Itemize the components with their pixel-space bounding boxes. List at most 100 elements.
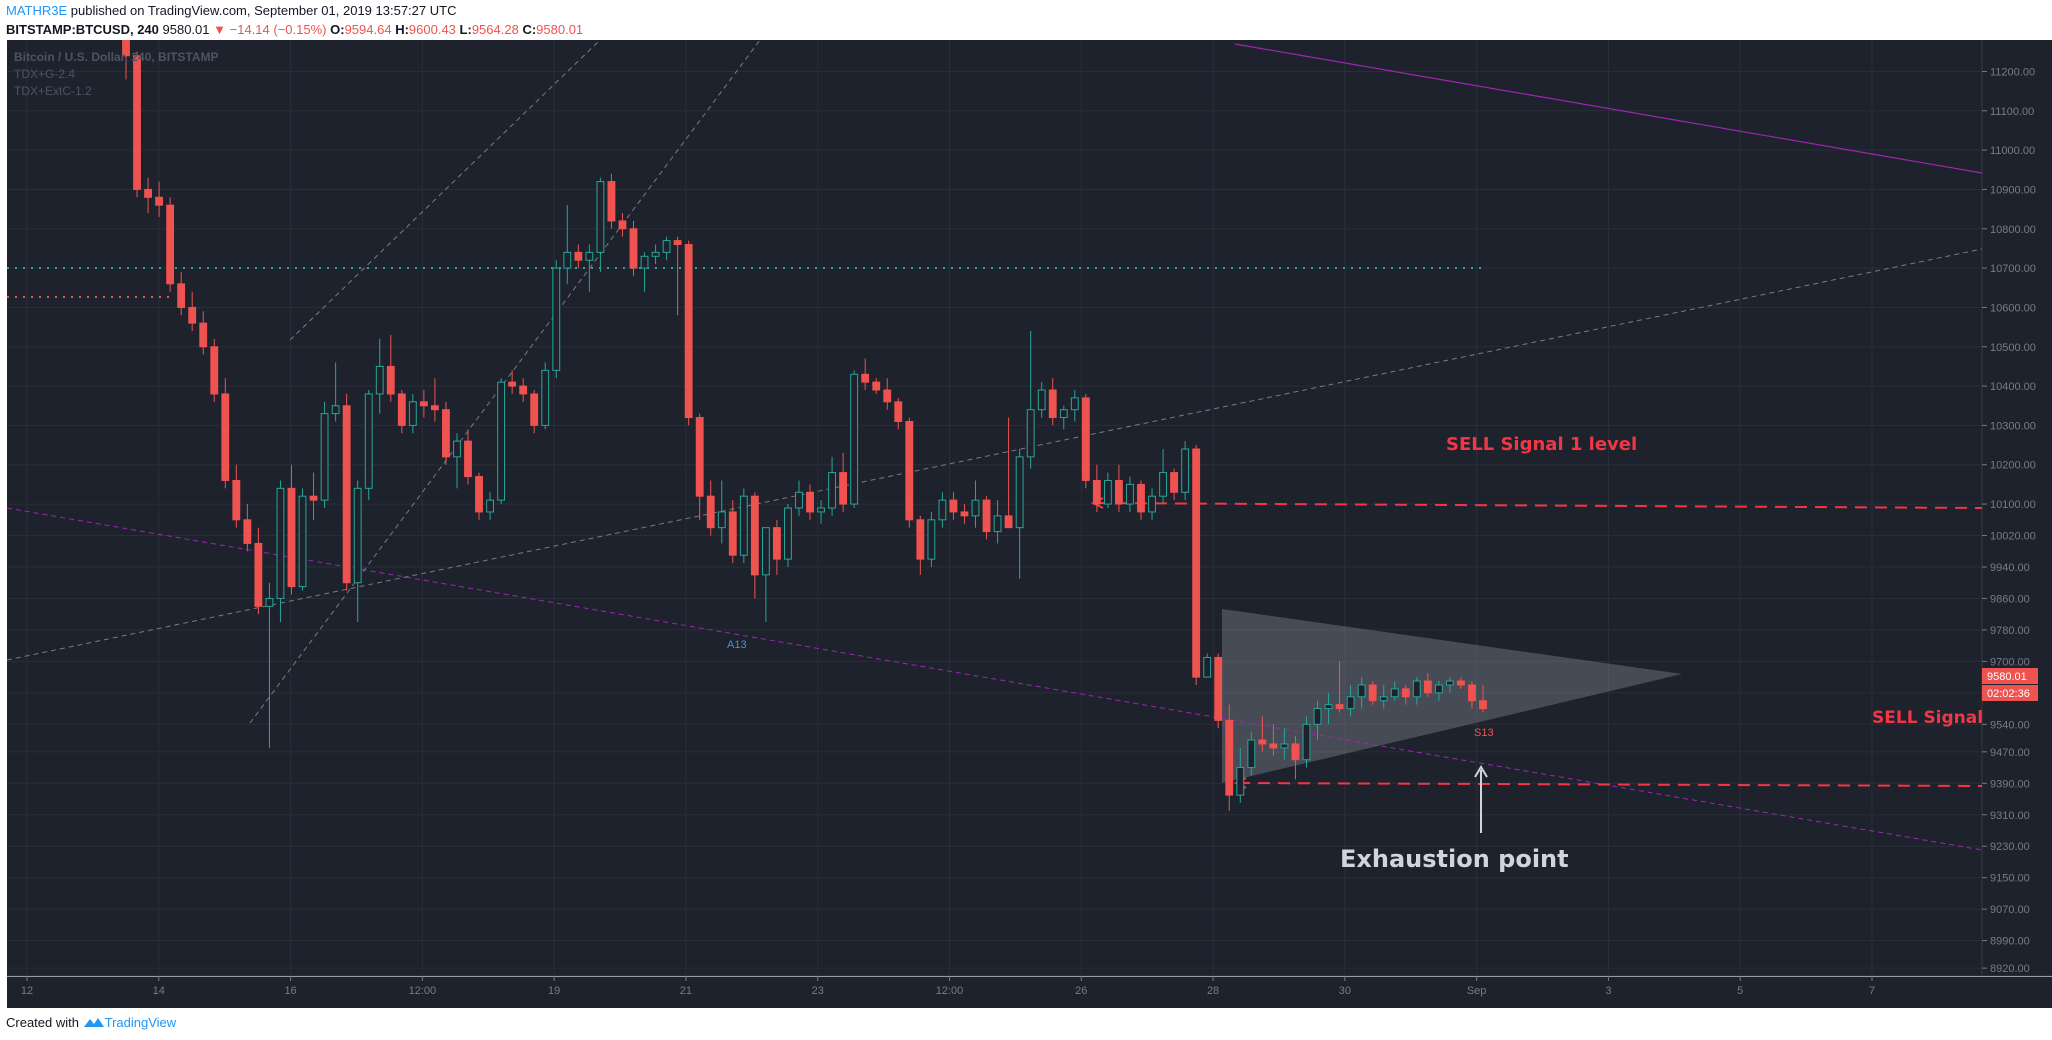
candle — [739, 488, 748, 564]
candle-body — [475, 476, 483, 513]
sell-signal-1-label[interactable]: SELL Signal 1 level — [1446, 434, 1637, 455]
candle-body — [993, 515, 1002, 533]
candle-body — [806, 491, 814, 513]
candle — [717, 480, 726, 544]
candle — [1412, 677, 1421, 705]
candle — [629, 220, 638, 276]
candle-body — [1247, 739, 1256, 769]
candle — [221, 378, 230, 489]
series-title: Bitcoin / U.S. Dollar, 240, BITSTAMP — [14, 50, 218, 64]
candle-body — [552, 267, 561, 371]
time-scale[interactable] — [7, 977, 2052, 1008]
candle-body — [155, 196, 164, 206]
author-link[interactable]: MATHR3E — [6, 3, 68, 18]
tradingview-link[interactable]: TradingView — [104, 1015, 177, 1030]
price-scale[interactable] — [1982, 40, 2052, 976]
indicator-1-label[interactable]: TDX+G-2.4 — [14, 67, 75, 81]
x-tick-label: 7 — [1869, 985, 1875, 997]
candle-body — [320, 413, 329, 501]
triangle-pattern[interactable] — [1222, 609, 1682, 783]
y-tick-label: 8990.00 — [1990, 936, 2030, 948]
candle — [1379, 684, 1388, 709]
candle — [883, 378, 892, 410]
y-tick-label: 10200.00 — [1990, 460, 2036, 472]
candle-body — [1412, 680, 1421, 698]
x-tick-label: 12:00 — [936, 985, 964, 997]
candle — [309, 472, 318, 520]
candle-body — [276, 487, 285, 599]
rising-trendline[interactable] — [6, 248, 1983, 661]
candle-body — [1181, 448, 1190, 493]
candle-body — [1159, 472, 1167, 497]
sell-signal-label[interactable]: SELL Signal — [1872, 708, 1983, 728]
candle — [1302, 716, 1311, 768]
candle — [872, 378, 881, 394]
y-tick-label: 9070.00 — [1990, 904, 2030, 916]
candle-body — [508, 381, 517, 387]
candle — [1258, 716, 1267, 752]
candle-body — [750, 495, 759, 576]
resistance-trendline[interactable] — [1234, 43, 1983, 174]
candle — [133, 51, 141, 198]
y-tick-label: 9780.00 — [1990, 625, 2030, 637]
candle — [1092, 464, 1101, 512]
candle — [1037, 382, 1046, 418]
low-label: L: — [459, 22, 472, 37]
candle-body — [1148, 495, 1156, 513]
candle — [541, 362, 550, 430]
candle-body — [331, 405, 340, 415]
candle — [618, 213, 627, 237]
candle — [839, 452, 848, 512]
x-tick-label: 21 — [680, 985, 692, 997]
symbol-label: BITSTAMP:BTCUSD, 240 — [6, 22, 159, 37]
dashed-support-trendline[interactable] — [6, 507, 1983, 851]
candle — [552, 260, 561, 379]
candle — [298, 488, 307, 591]
candle-body — [397, 393, 406, 426]
candle-body — [618, 220, 627, 230]
indicator-2-label[interactable]: TDX+ExtC-1.2 — [14, 84, 92, 98]
candle-body — [772, 527, 781, 560]
candle — [1479, 684, 1487, 713]
candle — [1390, 681, 1399, 701]
candle-body — [861, 373, 870, 383]
candle-body — [364, 393, 373, 489]
candle-body — [1004, 515, 1013, 529]
candle — [1280, 728, 1289, 760]
candle-body — [629, 228, 638, 269]
candle — [1214, 653, 1223, 729]
candle-body — [784, 507, 792, 560]
candle-body — [563, 251, 572, 269]
exhaustion-point-label[interactable]: Exhaustion point — [1340, 845, 1569, 873]
candle-body — [442, 409, 450, 458]
candle-body — [728, 511, 737, 556]
channel-lower-line[interactable] — [249, 40, 761, 724]
y-tick-label: 10700.00 — [1990, 263, 2036, 275]
candle — [353, 480, 362, 623]
candle — [1423, 673, 1432, 697]
candle — [761, 527, 770, 623]
sell-signal-1-level-line[interactable] — [1094, 502, 1983, 509]
price-chart[interactable]: 11200.00 11100.00 11000.00 10900.00 10800.00… — [0, 40, 2052, 1008]
y-axis-ticks: 11200.00 11100.00 11000.00 10900.00 10800.00… — [1982, 66, 2036, 975]
candle — [1434, 681, 1443, 701]
candle-body — [1026, 409, 1035, 458]
candle-body — [1346, 696, 1355, 710]
candle — [574, 244, 583, 269]
last-price-tag-text: 9580.01 — [1987, 671, 2027, 683]
sell-signal-level-line[interactable] — [1237, 782, 1983, 787]
high-label: H: — [395, 22, 409, 37]
candle-body — [916, 519, 925, 560]
candle — [894, 397, 903, 430]
candle-body — [210, 346, 219, 395]
last-price: 9580.01 — [162, 22, 210, 37]
countdown-tag-text: 02:02:36 — [1987, 688, 2030, 700]
candle-body — [166, 204, 175, 285]
candle — [144, 177, 152, 214]
candle-body — [640, 255, 649, 269]
low-value: 9564.28 — [471, 22, 519, 37]
candle-body — [1368, 684, 1377, 702]
candle — [530, 390, 539, 434]
candle — [287, 464, 296, 595]
candle-body — [761, 527, 770, 576]
